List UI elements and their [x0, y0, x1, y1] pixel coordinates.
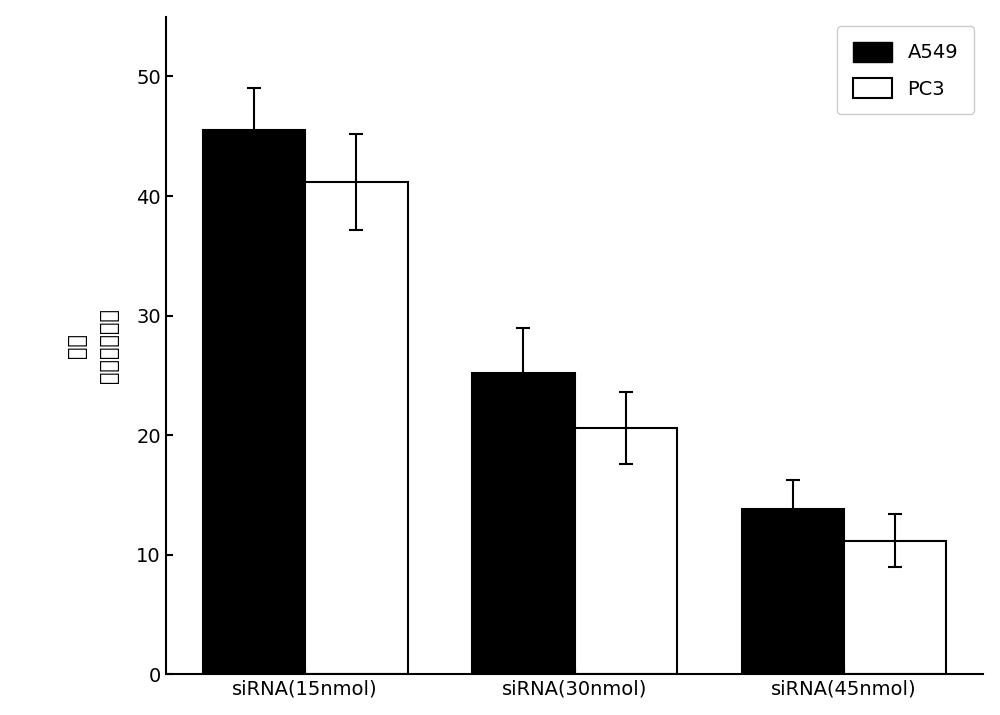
Bar: [575, 428, 677, 674]
Legend: A549, PC3: A549, PC3: [837, 26, 974, 114]
Bar: [472, 373, 575, 674]
Bar: [305, 182, 408, 674]
Bar: [844, 541, 946, 674]
Y-axis label: 细胞
抑制率（％）: 细胞 抑制率（％）: [67, 308, 119, 383]
Bar: [203, 130, 305, 674]
Bar: [742, 509, 844, 674]
